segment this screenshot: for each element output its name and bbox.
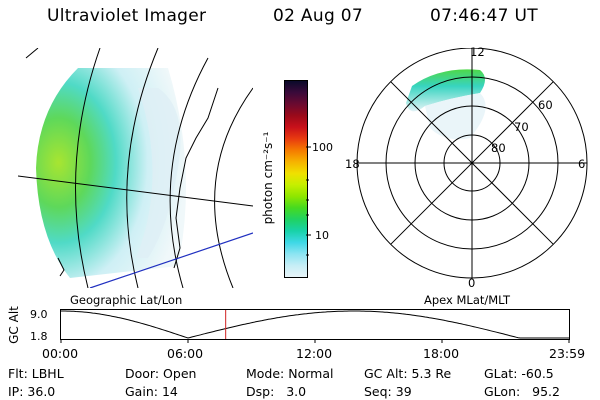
mlat-label-60: 60 bbox=[538, 98, 553, 112]
seq-field: Seq: 39 bbox=[364, 384, 412, 399]
terminator-line bbox=[89, 232, 253, 288]
altitude-xtick-0600: 06:00 bbox=[167, 346, 204, 361]
colorbar bbox=[284, 80, 308, 278]
instrument-title: Ultraviolet Imager bbox=[47, 6, 207, 26]
altitude-ytick-low: 1.8 bbox=[30, 330, 48, 343]
altitude-xtick-1800: 18:00 bbox=[423, 346, 460, 361]
apex-polar-map bbox=[356, 48, 588, 279]
mlt-label-6: 6 bbox=[578, 157, 586, 171]
colorbar-unit: photon cm⁻²s⁻¹ bbox=[261, 131, 275, 225]
altitude-curve bbox=[61, 310, 569, 339]
glon-field: GLon: 95.2 bbox=[484, 384, 560, 399]
colorbar-tick-100: 100 bbox=[312, 141, 333, 154]
mlt-label-12: 12 bbox=[470, 45, 485, 59]
altitude-ytick-high: 9.0 bbox=[30, 308, 48, 321]
dsp-field: Dsp: 3.0 bbox=[246, 384, 307, 399]
apex-caption: Apex MLat/MLT bbox=[424, 293, 511, 307]
ip-field: IP: 36.0 bbox=[8, 384, 56, 399]
altitude-plot bbox=[60, 309, 570, 343]
altitude-ylabel: GC Alt bbox=[7, 306, 21, 344]
glat-field: GLat: -60.5 bbox=[484, 366, 554, 381]
colorbar-tick-10: 10 bbox=[315, 229, 329, 242]
geographic-map bbox=[18, 48, 253, 288]
geographic-caption: Geographic Lat/Lon bbox=[70, 293, 183, 307]
mlt-label-0: 0 bbox=[468, 276, 476, 290]
colorbar-ticks bbox=[306, 146, 311, 256]
mlat-label-70: 70 bbox=[514, 120, 529, 134]
aurora-emission-polar bbox=[406, 69, 485, 112]
mode-field: Mode: Normal bbox=[246, 366, 334, 381]
date-label: 02 Aug 07 bbox=[273, 6, 363, 26]
gcalt-field: GC Alt: 5.3 Re bbox=[364, 366, 452, 381]
mlt-label-18: 18 bbox=[345, 157, 360, 171]
door-field: Door: Open bbox=[125, 366, 197, 381]
altitude-xtick-2359: 23:59 bbox=[549, 346, 586, 361]
altitude-xtick-1200: 12:00 bbox=[296, 346, 333, 361]
time-label: 07:46:47 UT bbox=[430, 6, 538, 26]
gain-field: Gain: 14 bbox=[125, 384, 178, 399]
flt-field: Flt: LBHL bbox=[8, 366, 64, 381]
mlat-label-80: 80 bbox=[491, 141, 506, 155]
altitude-xtick-0000: 00:00 bbox=[42, 346, 79, 361]
